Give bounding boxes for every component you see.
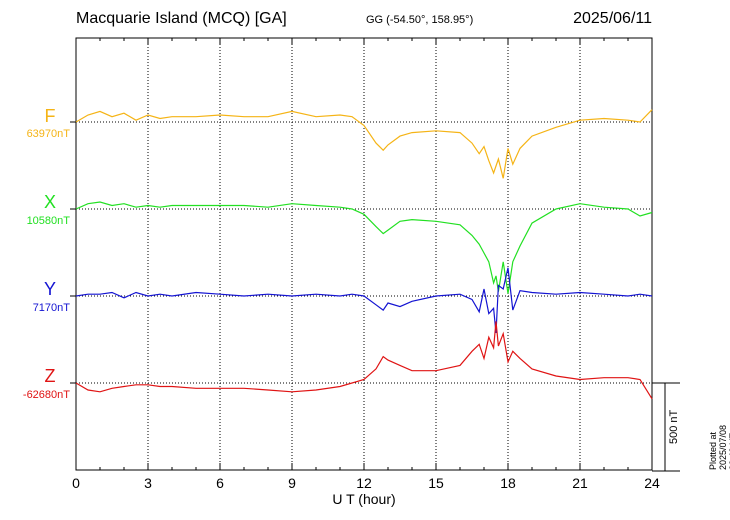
series-label-Y: Y bbox=[43, 279, 56, 299]
scale-bar-label: 500 nT bbox=[668, 409, 680, 444]
series-line-X bbox=[75, 201, 653, 294]
series-label-F: F bbox=[44, 106, 56, 126]
series-line-Z bbox=[75, 321, 653, 400]
x-tick-label-24: 24 bbox=[644, 475, 660, 491]
baseline-label-F: 63970nT bbox=[26, 128, 70, 140]
x-tick-label-0: 0 bbox=[72, 475, 80, 491]
x-tick-label-15: 15 bbox=[428, 475, 444, 491]
x-tick-label-9: 9 bbox=[288, 475, 296, 491]
plotted-timestamp: Plotted at 2025/07/08 00:40 UT bbox=[708, 424, 730, 470]
series-line-F bbox=[75, 109, 653, 179]
series-line-Y bbox=[75, 267, 653, 334]
baseline-label-Z: -62680nT bbox=[22, 389, 70, 401]
station-title: Macquarie Island (MCQ) [GA] bbox=[76, 10, 287, 27]
date-label: 2025/06/11 bbox=[573, 10, 652, 27]
coordinates-label: GG (-54.50°, 158.95°) bbox=[366, 14, 474, 26]
series-label-Z: Z bbox=[44, 366, 56, 386]
x-tick-label-21: 21 bbox=[572, 475, 588, 491]
baseline-label-Y: 7170nT bbox=[32, 302, 70, 314]
baseline-label-X: 10580nT bbox=[26, 215, 70, 227]
x-tick-label-6: 6 bbox=[216, 475, 224, 491]
x-tick-label-3: 3 bbox=[144, 475, 152, 491]
x-axis-label: U T (hour) bbox=[332, 491, 396, 507]
x-tick-label-18: 18 bbox=[500, 475, 516, 491]
x-tick-label-12: 12 bbox=[356, 475, 372, 491]
series-label-X: X bbox=[43, 192, 56, 212]
